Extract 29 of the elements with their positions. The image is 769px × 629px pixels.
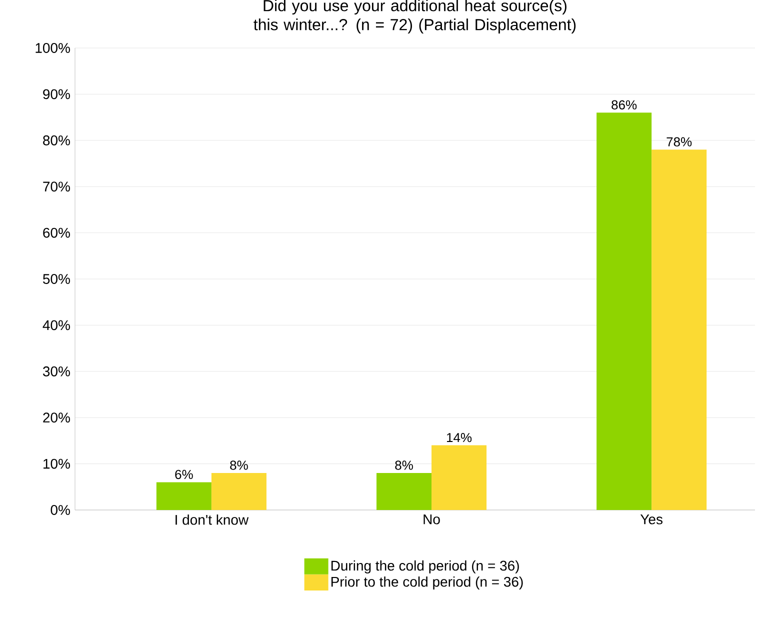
data-label: 86% [612,100,637,110]
x-tick-label: I don't know [176,514,249,525]
y-tick-label: 60% [43,228,70,238]
y-tick-label: 100% [36,43,70,53]
y-tick-label: 10% [44,458,70,469]
bar [156,482,212,510]
y-tick-label: 70% [43,182,70,192]
x-tick-label: No [424,514,440,524]
y-tick-label: 80% [43,135,70,146]
legend-label: Prior to the cold period (n = 36) [331,576,523,590]
data-label: 8% [230,460,248,470]
y-tick-label: 30% [42,366,70,376]
bar [652,150,707,510]
legend-label: During the cold period (n = 36) [331,560,519,574]
y-tick-label: 50% [43,274,70,284]
y-tick-label: 20% [43,412,70,423]
bar [432,445,487,510]
bar [376,473,432,510]
y-tick-label: 40% [42,320,70,330]
data-label: 14% [446,433,472,442]
x-tick-label: Yes [640,514,662,524]
y-tick-label: 90% [43,89,70,100]
data-label: 8% [395,460,413,470]
chart-title: Did you use your additional heat source(s) this winter...? (n = 72) (Partial Displacement) [254,0,576,34]
data-label: 78% [666,137,692,146]
y-tick-label: 0% [50,505,70,515]
data-label: 6% [175,470,193,480]
bar [211,473,266,510]
bar [596,112,652,510]
